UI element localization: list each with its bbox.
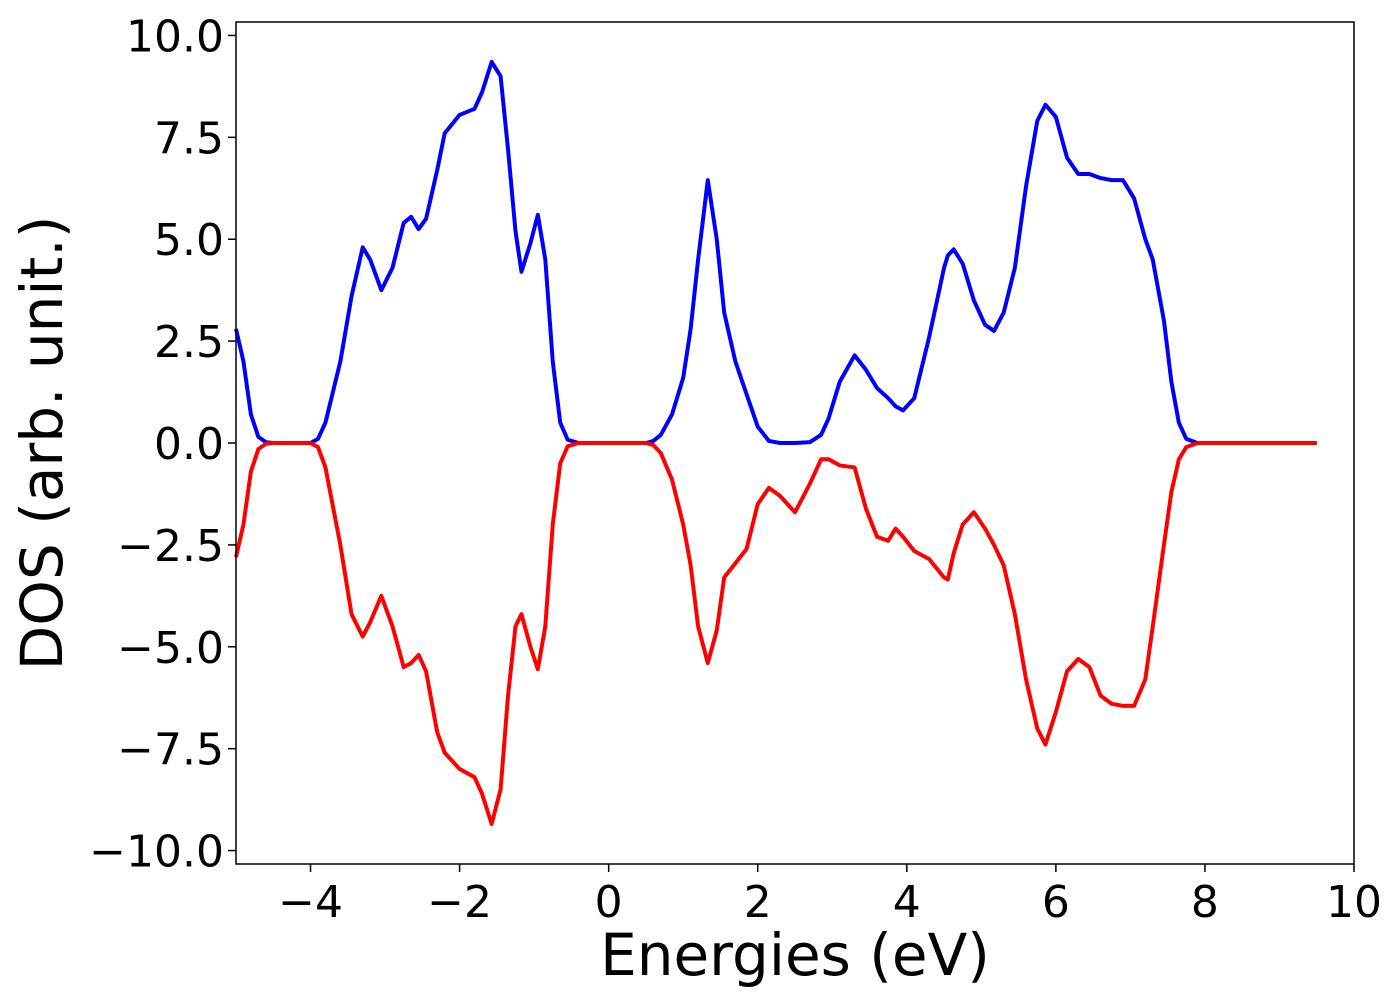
line-series (234, 59, 1317, 445)
line-series (234, 441, 1317, 827)
y-axis-label: DOS (arb. unit.) (8, 216, 76, 671)
y-tick-label: 5.0 (154, 215, 224, 266)
y-tick-label: 10.0 (126, 11, 224, 62)
y-tick-label: 0.0 (154, 419, 224, 470)
plot-frame (235, 21, 1355, 865)
y-tick-label: 7.5 (154, 113, 224, 164)
x-tick-label: 4 (893, 877, 921, 928)
x-tick-label: 0 (595, 877, 623, 928)
x-tick-label: 10 (1326, 877, 1382, 928)
x-tick-label: 8 (1191, 877, 1219, 928)
x-tick-label: −4 (278, 877, 343, 928)
y-tick-label: −2.5 (117, 521, 224, 572)
y-tick-label: −7.5 (117, 725, 224, 776)
y-tick-label: −10.0 (89, 827, 224, 878)
x-tick-label: 2 (744, 877, 772, 928)
x-tick-label: −2 (427, 877, 492, 928)
x-tick-label: 6 (1042, 877, 1070, 928)
y-tick-label: −5.0 (117, 623, 224, 674)
x-axis-label: Energies (eV) (600, 921, 990, 989)
y-tick-label: 2.5 (154, 317, 224, 368)
